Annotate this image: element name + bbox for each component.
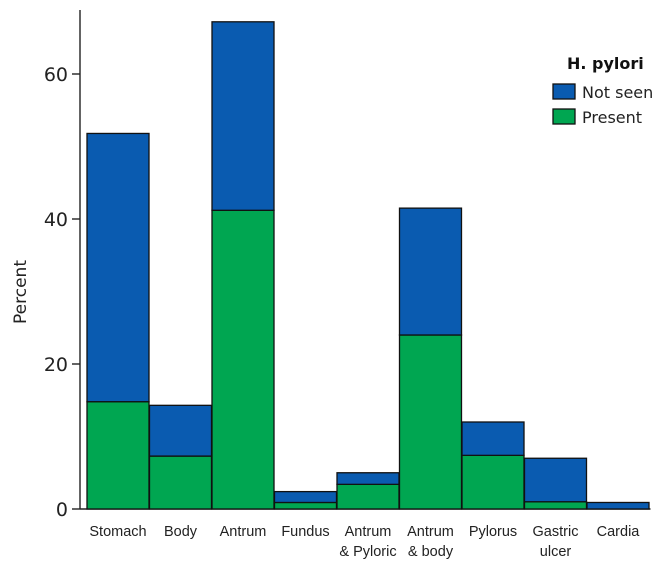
legend-swatch bbox=[552, 83, 576, 100]
bars bbox=[86, 21, 650, 510]
legend-title: H. pylori bbox=[567, 54, 644, 73]
bar-present bbox=[273, 501, 338, 510]
x-category-label: Gastric bbox=[533, 524, 579, 540]
x-category-label: Stomach bbox=[89, 524, 146, 540]
bar-present bbox=[336, 483, 400, 510]
x-category-label: Pylorus bbox=[469, 524, 517, 540]
bar-not-seen bbox=[336, 472, 400, 486]
x-category-label: ulcer bbox=[540, 544, 572, 560]
bar-not-seen bbox=[211, 21, 275, 211]
bar-present bbox=[148, 455, 213, 510]
bar-not-seen bbox=[523, 457, 588, 503]
x-category-label: & body bbox=[408, 544, 454, 560]
legend-label: Present bbox=[582, 108, 642, 127]
y-tick-label: 40 bbox=[44, 209, 68, 231]
x-tick-labels: Stomach Body Antrum Fundus Antrum & Pyloric An… bbox=[89, 524, 640, 560]
bar-not-seen bbox=[398, 207, 463, 336]
y-tick-label: 0 bbox=[56, 499, 68, 521]
y-tick-label: 60 bbox=[44, 64, 68, 86]
bar-not-seen bbox=[461, 421, 525, 456]
x-category-label: Body bbox=[164, 524, 198, 540]
bar-present bbox=[461, 454, 525, 510]
bar-not-seen bbox=[86, 132, 150, 403]
x-category-label: Fundus bbox=[281, 524, 329, 540]
x-category-label: Antrum bbox=[407, 524, 454, 540]
legend-label: Not seen bbox=[582, 83, 653, 102]
bar-present bbox=[211, 209, 275, 510]
bar-present bbox=[523, 501, 588, 510]
bar-present bbox=[86, 401, 150, 510]
y-tick-label: 20 bbox=[44, 354, 68, 376]
bar-not-seen bbox=[148, 404, 213, 457]
x-category-label: Cardia bbox=[597, 524, 641, 540]
x-category-label: Antrum bbox=[220, 524, 267, 540]
x-category-label: Antrum bbox=[345, 524, 392, 540]
legend: H. pylori Not seen Present bbox=[552, 54, 653, 127]
legend-swatch bbox=[552, 108, 576, 125]
x-category-label: & Pyloric bbox=[339, 544, 396, 560]
y-axis-title: Percent bbox=[11, 260, 31, 324]
bar-present bbox=[398, 334, 463, 510]
bar-not-seen bbox=[586, 501, 650, 510]
bar-not-seen bbox=[273, 490, 338, 504]
